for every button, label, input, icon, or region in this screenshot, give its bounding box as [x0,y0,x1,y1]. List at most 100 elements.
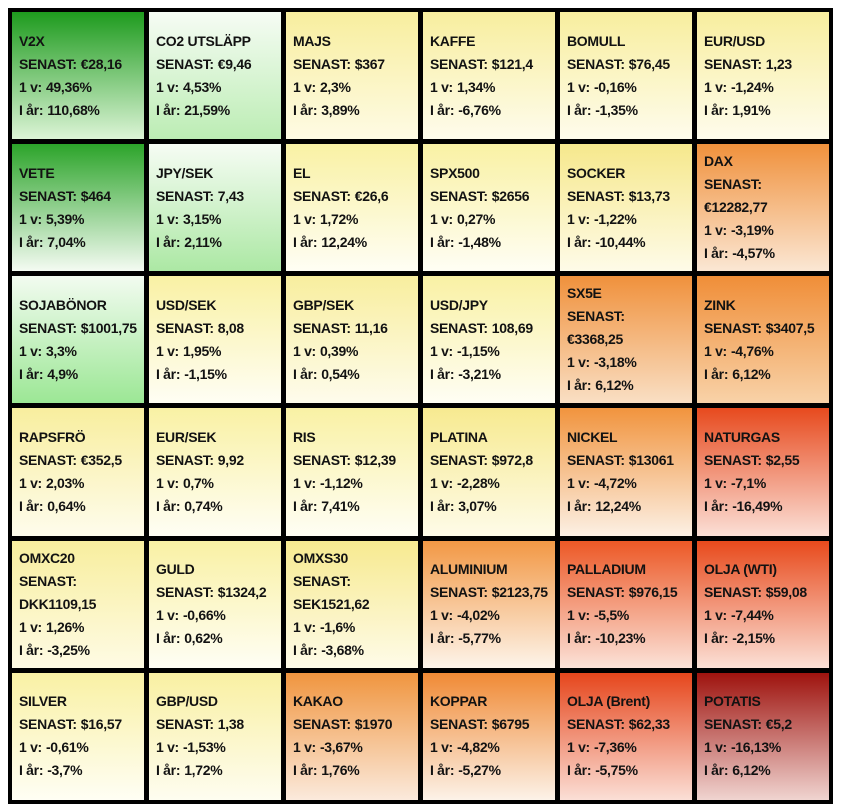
last-price-line: SENAST: $2,55 [704,449,826,472]
last-price-line: SENAST: DKK1109,15 [19,570,141,616]
tile-eur-sek[interactable]: EUR/SEK SENAST: 9,92 1 v: 0,7% I år: 0,74% [149,408,281,536]
last-price-line: SENAST: $59,08 [704,581,826,604]
tile-olja-brent[interactable]: OLJA (Brent) SENAST: $62,33 1 v: -7,36% I … [560,672,692,800]
tile-v2x[interactable]: V2X SENAST: €28,16 1 v: 49,36% I år: 110,68… [12,12,144,140]
week-change-line: 1 v: 0,7% [156,472,278,495]
tile-naturgas[interactable]: NATURGAS SENAST: $2,55 1 v: -7,1% I år: -16… [697,408,829,536]
tile-content: NICKEL SENAST: $13061 1 v: -4,72% I år: 12,… [560,426,692,518]
tile-eur-usd[interactable]: EUR/USD SENAST: 1,23 1 v: -1,24% I år: 1,91… [697,12,829,140]
tile-silver[interactable]: SILVER SENAST: $16,57 1 v: -0,61% I år: -3,… [12,672,144,800]
ytd-change-line: I år: -4,57% [704,242,826,265]
tile-zink[interactable]: ZINK SENAST: $3407,5 1 v: -4,76% I år: 6,12… [697,276,829,404]
last-price-label: SENAST: [293,187,351,204]
tile-gbp-sek[interactable]: GBP/SEK SENAST: 11,16 1 v: 0,39% I år: 0,54… [286,276,418,404]
ytd-change-label: I år: [19,233,44,250]
tile-jpy-sek[interactable]: JPY/SEK SENAST: 7,43 1 v: 3,15% I år: 2,11% [149,144,281,272]
tile-sx5e[interactable]: SX5E SENAST: €3368,25 1 v: -3,18% I år: 6,1… [560,276,692,404]
ytd-change-value: -6,76% [458,101,501,118]
week-change-line: 1 v: 5,39% [19,208,141,231]
last-price-label: SENAST: [19,716,77,733]
last-price-label: SENAST: [19,452,77,469]
tile-sojab-nor[interactable]: SOJABÖNOR SENAST: $1001,75 1 v: 3,3% I år:… [12,276,144,404]
week-change-label: 1 v: [567,78,590,95]
week-change-label: 1 v: [567,210,590,227]
last-price-line: SENAST: $972,8 [430,449,552,472]
tile-olja-wti[interactable]: OLJA (WTI) SENAST: $59,08 1 v: -7,44% I år… [697,540,829,668]
tile-palladium[interactable]: PALLADIUM SENAST: $976,15 1 v: -5,5% I år:… [560,540,692,668]
tile-bomull[interactable]: BOMULL SENAST: $76,45 1 v: -0,16% I år: -1,… [560,12,692,140]
week-change-label: 1 v: [156,739,179,756]
last-price-line: SENAST: 7,43 [156,185,278,208]
ytd-change-label: I år: [567,762,592,779]
tile-content: VETE SENAST: $464 1 v: 5,39% I år: 7,04% [12,162,144,254]
tile-nickel[interactable]: NICKEL SENAST: $13061 1 v: -4,72% I år: 12,… [560,408,692,536]
tile-kakao[interactable]: KAKAO SENAST: $1970 1 v: -3,67% I år: 1,76% [286,672,418,800]
tile-omxs30[interactable]: OMXS30 SENAST: SEK1521,62 1 v: -1,6% I år:… [286,540,418,668]
tile-aluminium[interactable]: ALUMINIUM SENAST: $2123,75 1 v: -4,02% I å… [423,540,555,668]
tile-socker[interactable]: SOCKER SENAST: $13,73 1 v: -1,22% I år: -10… [560,144,692,272]
week-change-label: 1 v: [704,222,727,239]
week-change-value: 4,53% [182,78,222,95]
ytd-change-label: I år: [156,101,181,118]
last-price-line: SENAST: $3407,5 [704,317,826,340]
tile-omxc20[interactable]: OMXC20 SENAST: DKK1109,15 1 v: 1,26% I år:… [12,540,144,668]
tile-usd-jpy[interactable]: USD/JPY SENAST: 108,69 1 v: -1,15% I år: -3… [423,276,555,404]
week-change-label: 1 v: [567,739,590,756]
instrument-name: OLJA (Brent) [567,693,650,710]
tile-content: OMXC20 SENAST: DKK1109,15 1 v: 1,26% I år:… [12,547,144,662]
tile-gbp-usd[interactable]: GBP/USD SENAST: 1,38 1 v: -1,53% I år: 1,72… [149,672,281,800]
last-price-value: $1324,2 [217,584,267,601]
instrument-name: OLJA (WTI) [704,561,777,578]
last-price-label: SENAST: [430,55,488,72]
last-price-value: €352,5 [80,452,122,469]
last-price-line: SENAST: 1,23 [704,53,826,76]
last-price-line: SENAST: $976,15 [567,581,689,604]
last-price-label: SENAST: [19,319,77,336]
ytd-change-line: I år: -3,7% [19,759,141,782]
week-change-line: 1 v: -2,28% [430,472,552,495]
last-price-line: SENAST: €26,6 [293,185,415,208]
tile-kaffe[interactable]: KAFFE SENAST: $121,4 1 v: 1,34% I år: -6,76… [423,12,555,140]
week-change-value: -7,36% [593,739,637,756]
instrument-name: EUR/SEK [156,429,217,446]
ytd-change-value: 12,24% [321,233,367,250]
tile-co2-utsl-pp[interactable]: CO2 UTSLÄPP SENAST: €9,46 1 v: 4,53% I år:… [149,12,281,140]
week-change-line: 1 v: -1,6% [293,616,415,639]
tile-guld[interactable]: GULD SENAST: $1324,2 1 v: -0,66% I år: 0,62… [149,540,281,668]
last-price-line: SENAST: $6795 [430,713,552,736]
tile-spx500[interactable]: SPX500 SENAST: $2656 1 v: 0,27% I år: -1,48… [423,144,555,272]
tile-majs[interactable]: MAJS SENAST: $367 1 v: 2,3% I år: 3,89% [286,12,418,140]
tile-koppar[interactable]: KOPPAR SENAST: $6795 1 v: -4,82% I år: -5,2… [423,672,555,800]
tile-usd-sek[interactable]: USD/SEK SENAST: 8,08 1 v: 1,95% I år: -1,15… [149,276,281,404]
ytd-change-line: I år: 1,72% [156,759,278,782]
last-price-label: SENAST: [156,452,214,469]
ytd-change-line: I år: 6,12% [704,759,826,782]
week-change-label: 1 v: [156,475,179,492]
tile-rapsfr[interactable]: RAPSFRÖ SENAST: €352,5 1 v: 2,03% I år: 0,6… [12,408,144,536]
ytd-change-value: -5,27% [458,762,501,779]
week-change-label: 1 v: [156,210,179,227]
last-price-label: SENAST: [293,452,351,469]
week-change-label: 1 v: [293,342,316,359]
last-price-label: SENAST: [156,716,214,733]
ytd-change-line: I år: -5,27% [430,759,552,782]
tile-dax[interactable]: DAX SENAST: €12282,77 1 v: -3,19% I år: -4,… [697,144,829,272]
last-price-value: $16,57 [80,716,122,733]
tile-content: SPX500 SENAST: $2656 1 v: 0,27% I år: -1,48… [423,162,555,254]
tile-platina[interactable]: PLATINA SENAST: $972,8 1 v: -2,28% I år: 3,… [423,408,555,536]
last-price-line: SENAST: 9,92 [156,449,278,472]
ytd-change-value: 0,62% [184,630,223,647]
last-price-value: $976,15 [628,584,678,601]
last-price-label: SENAST: [430,584,488,601]
week-change-label: 1 v: [19,342,42,359]
ytd-change-label: I år: [567,101,592,118]
week-change-value: -2,28% [456,475,500,492]
tile-potatis[interactable]: POTATIS SENAST: €5,2 1 v: -16,13% I år: 6,1… [697,672,829,800]
instrument-name: ALUMINIUM [430,561,508,578]
ytd-change-label: I år: [704,101,729,118]
week-change-line: 1 v: -0,16% [567,76,689,99]
tile-content: V2X SENAST: €28,16 1 v: 49,36% I år: 110,68… [12,30,144,122]
tile-vete[interactable]: VETE SENAST: $464 1 v: 5,39% I år: 7,04% [12,144,144,272]
tile-ris[interactable]: RIS SENAST: $12,39 1 v: -1,12% I år: 7,41% [286,408,418,536]
tile-el[interactable]: EL SENAST: €26,6 1 v: 1,72% I år: 12,24% [286,144,418,272]
